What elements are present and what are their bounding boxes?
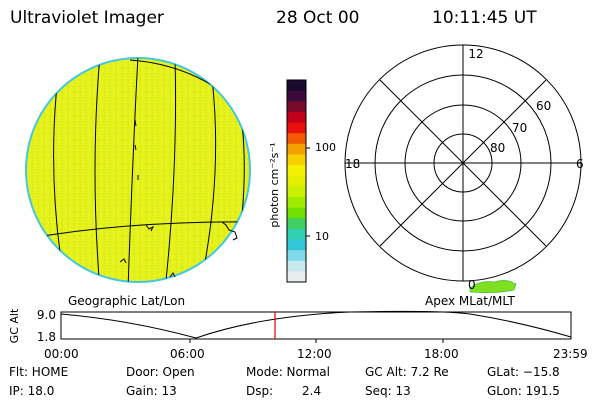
mlat-label-70: 70 — [512, 121, 527, 135]
polar-panel-label: Apex MLat/MLT — [425, 294, 515, 308]
gc-plot-frame — [60, 311, 572, 340]
colorbar-segment — [287, 143, 306, 155]
gc-plot-ylabel: GC Alt — [8, 308, 21, 343]
colorbar-segment — [287, 186, 306, 198]
colorbar-segment — [287, 271, 306, 283]
gc-xtick-1800: 18:00 — [424, 347, 459, 361]
mlt-label-12: 12 — [468, 47, 483, 61]
colorbar-segment — [287, 218, 306, 230]
mlt-label-0: 0 — [468, 278, 476, 292]
info-seq: Seq: 13 — [365, 384, 411, 398]
colorbar-segment — [287, 260, 306, 272]
disk-image — [27, 59, 249, 281]
colorbar-segment — [287, 154, 306, 166]
colorbar — [286, 79, 310, 283]
info-flt: Flt: HOME — [9, 365, 69, 379]
gc-xtick-2359: 23:59 — [553, 347, 588, 361]
info-dsp-value: 2.4 — [302, 384, 322, 398]
colorbar-segment — [287, 250, 306, 262]
colorbar-segment — [287, 122, 306, 134]
info-mode: Mode: Normal — [246, 365, 330, 379]
gc-xtick-0600: 06:00 — [170, 347, 205, 361]
coastlines — [119, 119, 238, 278]
colorbar-segment — [287, 207, 306, 219]
colorbar-segment — [287, 228, 306, 240]
info-door: Door: Open — [126, 365, 195, 379]
geo-image — [25, 57, 251, 283]
mlt-label-6: 6 — [576, 157, 584, 171]
colorbar-segment — [287, 101, 306, 113]
colorbar-frame — [286, 79, 307, 283]
polar-grid — [344, 44, 582, 282]
polar-diag-2 — [379, 79, 547, 247]
info-gain: Gain: 13 — [126, 384, 177, 398]
info-gc-alt: GC Alt: 7.2 Re — [365, 365, 449, 379]
colorbar-segment — [287, 165, 306, 177]
mlt-label-18: 18 — [345, 157, 360, 171]
gc-xtick-0000: 00:00 — [44, 347, 79, 361]
colorbar-segment — [287, 90, 306, 102]
instrument-title: Ultraviolet Imager — [10, 8, 164, 28]
mlat-label-60: 60 — [536, 99, 551, 113]
info-ip: IP: 18.0 — [9, 384, 55, 398]
geo-panel-label: Geographic Lat/Lon — [68, 294, 186, 308]
colorbar-segment — [287, 175, 306, 187]
colorbar-unit-label: photon cm⁻²s⁻¹ — [268, 142, 281, 227]
gc-plot-ytick-bottom: 1.8 — [37, 330, 56, 344]
svg-text:12: 12 — [468, 47, 483, 61]
auroral-emission — [469, 280, 517, 293]
mlat-label-80: 80 — [490, 141, 505, 155]
gc-plot-ytick-top: 9.0 — [37, 308, 56, 322]
date-label: 28 Oct 00 — [276, 8, 360, 28]
gc-xtick-1200: 12:00 — [297, 347, 332, 361]
gc-alt-plot — [60, 310, 572, 343]
colorbar-tick-100: 100 — [315, 141, 336, 154]
info-dsp-label: Dsp: — [246, 384, 274, 398]
time-label: 10:11:45 UT — [432, 8, 537, 28]
colorbar-segment — [287, 239, 306, 251]
colorbar-tick-10: 10 — [315, 230, 329, 243]
colorbar-segment — [287, 196, 306, 209]
info-glat: GLat: −15.8 — [487, 365, 560, 379]
colorbar-segment — [287, 111, 306, 124]
gc-alt-curve — [60, 310, 572, 339]
info-glon: GLon: 191.5 — [487, 384, 560, 398]
colorbar-segment — [287, 133, 306, 145]
colorbar-segment — [287, 80, 306, 92]
